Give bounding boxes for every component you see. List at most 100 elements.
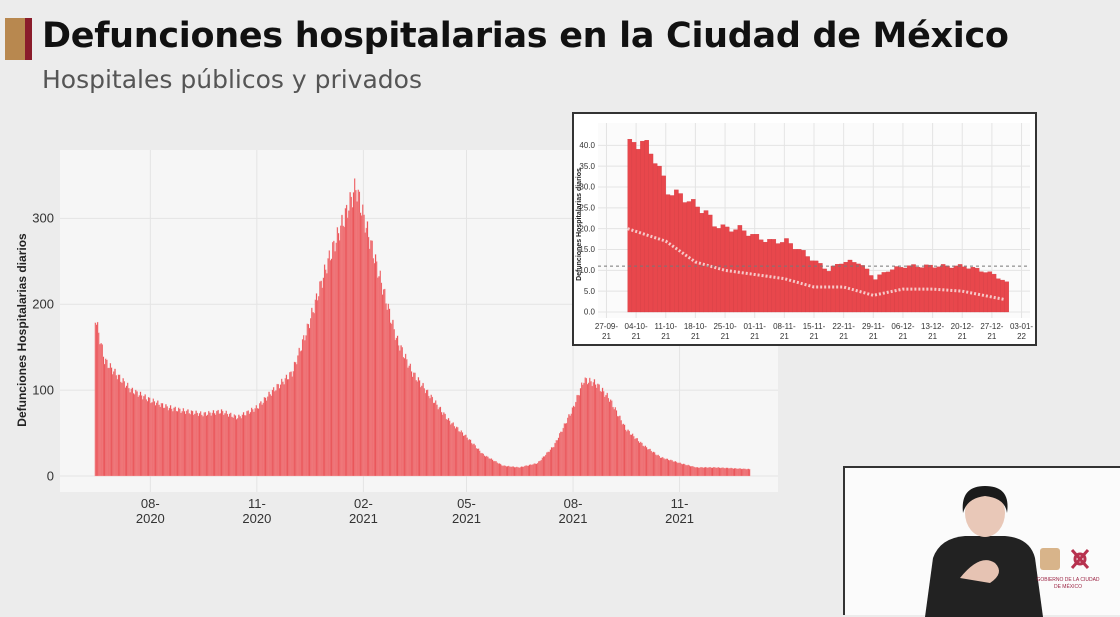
bar bbox=[284, 378, 286, 477]
bar bbox=[548, 451, 551, 477]
bar bbox=[671, 460, 673, 477]
x-tick-label: 15-11- bbox=[803, 322, 826, 331]
bar bbox=[448, 420, 451, 477]
bar bbox=[392, 319, 394, 477]
cdmx-logo bbox=[1040, 548, 1090, 570]
bar bbox=[306, 323, 308, 477]
y-tick-label: 10.0 bbox=[579, 266, 595, 275]
bar bbox=[362, 204, 364, 477]
bar bbox=[396, 335, 399, 477]
bar bbox=[458, 431, 460, 477]
bar bbox=[278, 388, 281, 477]
bar bbox=[497, 463, 500, 477]
bar bbox=[747, 468, 750, 477]
bar bbox=[381, 294, 384, 477]
bar bbox=[220, 409, 223, 477]
bar bbox=[294, 362, 297, 477]
bar bbox=[582, 384, 584, 477]
bar bbox=[431, 396, 434, 477]
bar bbox=[673, 461, 676, 477]
bar bbox=[348, 210, 350, 477]
bar bbox=[144, 394, 146, 477]
x-tick-label: 08- bbox=[141, 496, 160, 511]
bar bbox=[729, 468, 731, 477]
bar bbox=[539, 460, 541, 477]
bar bbox=[667, 459, 670, 477]
x-tick-label: 11- bbox=[671, 496, 689, 511]
bar bbox=[624, 429, 627, 477]
bar bbox=[216, 410, 218, 477]
bar bbox=[613, 408, 615, 477]
bar bbox=[822, 268, 827, 313]
bar bbox=[237, 418, 239, 477]
bar bbox=[115, 375, 117, 477]
bar bbox=[340, 225, 342, 477]
bar bbox=[225, 410, 227, 477]
bar bbox=[518, 467, 520, 477]
bar bbox=[655, 454, 657, 477]
x-tick-label: 21 bbox=[602, 332, 611, 341]
bar bbox=[629, 434, 632, 477]
bar bbox=[260, 401, 262, 477]
bar bbox=[826, 271, 832, 313]
y-tick-label: 20.0 bbox=[579, 224, 595, 233]
bar bbox=[696, 467, 699, 477]
bar bbox=[101, 344, 103, 477]
bar bbox=[468, 439, 471, 477]
bar bbox=[218, 413, 220, 477]
bar bbox=[660, 457, 663, 477]
bar bbox=[740, 468, 743, 477]
bar bbox=[219, 413, 222, 477]
bar bbox=[668, 460, 671, 477]
bar bbox=[953, 265, 959, 313]
bar bbox=[864, 268, 870, 313]
bar bbox=[604, 396, 606, 477]
bar bbox=[709, 466, 711, 477]
bar bbox=[509, 466, 511, 477]
bar bbox=[616, 415, 619, 477]
bar bbox=[726, 467, 729, 477]
bar bbox=[201, 414, 203, 477]
bar bbox=[154, 405, 157, 477]
bar bbox=[129, 392, 131, 477]
bar bbox=[979, 271, 984, 313]
bar bbox=[429, 397, 431, 477]
bar bbox=[395, 337, 398, 477]
bar bbox=[687, 464, 689, 477]
bar bbox=[100, 342, 102, 477]
bar bbox=[386, 309, 388, 477]
bar bbox=[796, 249, 802, 313]
bar bbox=[549, 449, 552, 477]
bar bbox=[565, 422, 568, 477]
bar bbox=[653, 452, 656, 477]
bar bbox=[182, 408, 185, 477]
bar bbox=[377, 277, 379, 477]
bar bbox=[693, 466, 695, 477]
bar bbox=[418, 380, 421, 477]
bar bbox=[492, 460, 495, 477]
bar bbox=[577, 394, 579, 477]
bar bbox=[360, 215, 363, 477]
bar bbox=[602, 391, 605, 477]
bar bbox=[239, 416, 241, 477]
bar bbox=[440, 411, 443, 477]
x-tick-label: 29-11- bbox=[862, 322, 885, 331]
bar bbox=[571, 407, 574, 477]
bar bbox=[686, 464, 688, 477]
x-tick-label: 2021 bbox=[452, 511, 481, 526]
bar bbox=[560, 431, 562, 477]
bar bbox=[499, 463, 502, 477]
bar bbox=[267, 396, 269, 477]
bar bbox=[716, 228, 721, 313]
bar bbox=[379, 270, 381, 477]
bar bbox=[297, 355, 299, 477]
bar bbox=[342, 225, 344, 477]
bar bbox=[556, 440, 559, 477]
bar bbox=[371, 240, 373, 477]
x-tick-label: 21 bbox=[987, 332, 996, 341]
bar bbox=[311, 307, 313, 477]
bar bbox=[110, 367, 113, 477]
bar bbox=[240, 418, 242, 477]
bar bbox=[337, 232, 340, 477]
bar bbox=[414, 372, 416, 477]
